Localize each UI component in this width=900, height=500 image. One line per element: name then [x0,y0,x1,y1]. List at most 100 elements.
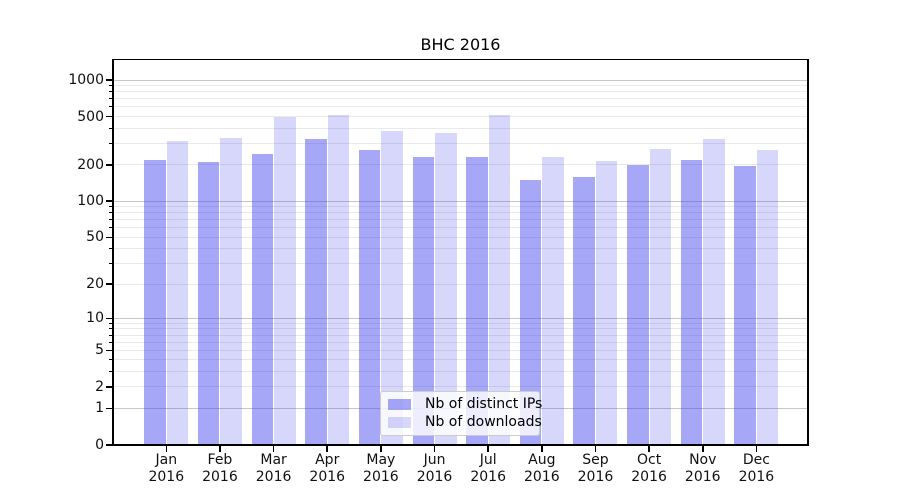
y-minortick-800 [109,91,113,93]
bar-ips-aug-2016 [519,179,542,445]
y-tick-label-500: 500 [77,108,104,125]
bar-downloads-jun-2016 [435,133,457,445]
legend-label-distinct-ips: Nb of distinct IPs [425,396,543,413]
bar-ips-feb-2016 [197,162,220,445]
gridline-major-100 [113,200,808,202]
gridline-minor-6 [113,341,808,343]
y-tick-label-20: 20 [86,276,104,293]
x-tick-label-sep-2016: Sep 2016 [577,452,614,485]
y-minortick-8 [109,328,113,330]
gridline-minor-600 [113,106,808,108]
x-tick-feb-2016 [219,446,221,452]
x-tick-label-feb-2016: Feb 2016 [202,452,238,485]
x-tick-may-2016 [380,446,382,452]
y-tick-label-10: 10 [86,310,104,327]
gridline-minor-700 [113,98,808,100]
y-minortick-20 [109,283,113,285]
x-tick-jul-2016 [487,446,489,452]
y-tick-0 [106,444,113,446]
bar-ips-nov-2016 [680,159,703,445]
legend-label-downloads: Nb of downloads [425,413,542,430]
bar-downloads-mar-2016 [274,116,296,445]
bar-downloads-jul-2016 [488,115,511,445]
x-tick-label-jul-2016: Jul 2016 [470,452,506,485]
gridline-minor-8 [113,328,808,330]
legend-swatch-downloads [388,416,411,428]
x-tick-mar-2016 [272,446,275,452]
gridline-minor-200 [113,164,808,166]
legend-swatch-distinct-ips [388,399,411,411]
y-tick-label-200: 200 [77,156,104,173]
gridline-minor-7 [113,334,808,336]
y-tick-1000 [106,79,113,81]
x-tick-label-jan-2016: Jan 2016 [148,452,185,485]
y-tick-10 [106,317,113,320]
gridline-minor-2 [113,386,808,388]
chart-title: BHC 2016 [420,35,501,54]
y-tick-label-2: 2 [95,378,104,395]
gridline-minor-60 [113,227,808,229]
y-minortick-700 [109,98,113,100]
bar-ips-jan-2016 [144,160,166,445]
y-minortick-40 [109,248,113,250]
gridline-minor-80 [113,212,808,214]
bar-ips-jun-2016 [412,157,435,445]
gridline-major-10 [113,317,808,319]
gridline-minor-40 [113,248,808,250]
bar-ips-oct-2016 [627,164,649,445]
x-tick-label-jun-2016: Jun 2016 [416,452,453,485]
bar-downloads-oct-2016 [649,148,672,445]
gridline-minor-20 [113,283,808,285]
y-minortick-500 [109,116,113,118]
gridline-minor-5 [113,349,808,351]
bar-ips-may-2016 [358,150,381,445]
gridline-minor-900 [113,85,808,87]
gridline-minor-300 [113,142,808,144]
bar-downloads-sep-2016 [595,160,618,445]
y-tick-100 [106,200,113,202]
bar-ips-sep-2016 [573,176,595,445]
gridline-minor-500 [113,116,808,118]
bar-downloads-nov-2016 [703,139,725,445]
x-tick-dec-2016 [755,446,758,452]
gridline-minor-3 [113,371,808,373]
y-minortick-90 [109,206,113,208]
y-tick-label-1000: 1000 [68,72,104,88]
spine-top [112,58,809,61]
y-minortick-400 [109,127,113,129]
y-minortick-200 [109,164,113,166]
spine-right [807,58,809,446]
y-minortick-80 [109,212,113,214]
x-tick-label-nov-2016: Nov 2016 [684,452,721,485]
y-minortick-5 [109,349,113,351]
x-tick-oct-2016 [648,446,650,452]
x-tick-label-aug-2016: Aug 2016 [523,452,560,485]
y-tick-1 [106,407,113,410]
gridline-minor-50 [113,236,808,238]
y-tick-label-5: 5 [95,342,104,359]
gridline-minor-4 [113,359,808,361]
y-minortick-900 [109,85,113,87]
bar-downloads-may-2016 [381,130,403,445]
gridline-minor-30 [113,263,808,265]
legend-item-downloads: Nb of downloads [388,414,542,431]
x-tick-sep-2016 [594,446,597,452]
y-minortick-6 [109,341,113,343]
bar-downloads-aug-2016 [542,156,564,445]
x-tick-jun-2016 [433,446,436,452]
bar-ips-dec-2016 [734,165,756,445]
bar-downloads-dec-2016 [756,149,779,445]
bar-downloads-feb-2016 [220,137,242,445]
x-tick-label-mar-2016: Mar 2016 [255,452,292,485]
y-tick-label-1: 1 [95,400,104,417]
x-tick-nov-2016 [702,446,704,452]
x-tick-label-may-2016: May 2016 [363,452,399,485]
legend-item-distinct-ips: Nb of distinct IPs [388,396,542,413]
y-tick-label-100: 100 [77,193,104,210]
bar-ips-mar-2016 [251,154,274,445]
y-minortick-600 [109,106,113,108]
